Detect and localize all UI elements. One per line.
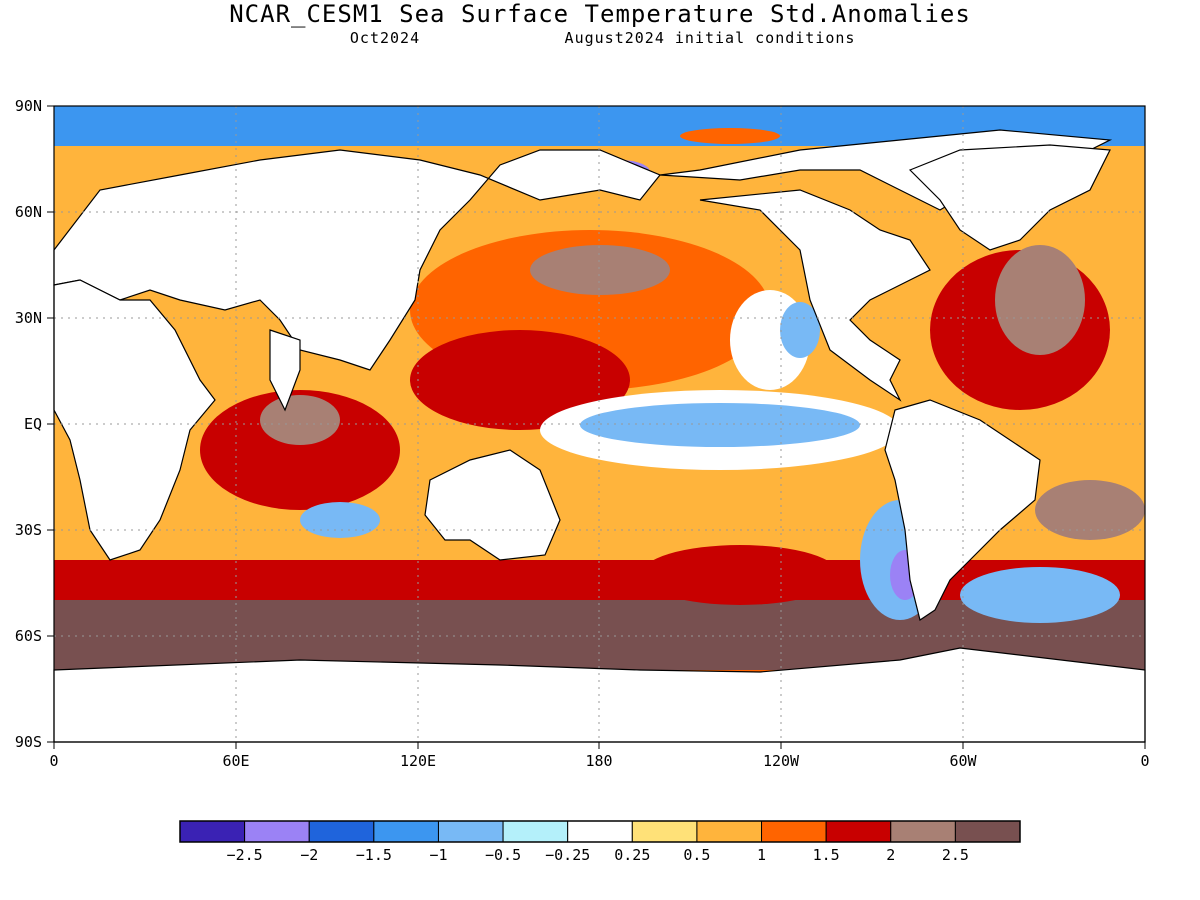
chart-title: NCAR_CESM1 Sea Surface Temperature Std.A… [229,0,971,28]
colorbar-tick-label: −0.25 [545,846,590,864]
colorbar-tick-label: 1.5 [813,846,840,864]
colorbar-swatch [373,820,439,843]
lat-label: 90S [15,733,42,751]
colorbar-frame [179,820,1021,843]
colorbar-swatch [308,820,375,843]
s-atlantic-warm [1035,480,1145,540]
w-pacific-hot [410,330,630,430]
lon-label: 120E [400,752,436,770]
n-atlantic-extreme [995,245,1085,355]
lon-label: 120W [763,752,800,770]
south-america-land [884,399,1041,621]
colorbar: −2.5 −2 −1.5 −1 −0.5 −0.25 0.25 0.5 1 1.5 2 2.5 [179,820,1021,864]
colorbar-labels: −2.5 −2 −1.5 −1 −0.5 −0.25 0.25 0.5 1 1.5 2 2.5 [227,846,969,864]
lon-label: 0 [1140,752,1149,770]
colorbar-swatch [890,820,956,843]
colorbar-swatch [437,820,504,843]
lon-label: 60W [949,752,977,770]
indian-warm [200,390,400,510]
colorbar-tick-label: −1.5 [356,846,392,864]
arctic-warm-patch [680,128,780,144]
valid-month-label: Oct2024 [349,29,421,47]
colorbar-tick-label: 2.5 [942,846,969,864]
lon-label: 180 [585,752,612,770]
lon-label: 0 [49,752,58,770]
colorbar-tick-label: 2 [886,846,895,864]
colorbar-tick-label: −2 [300,846,318,864]
colorbar-tick-label: 1 [757,846,766,864]
lat-label: EQ [24,415,42,433]
lon-label: 60E [222,752,249,770]
colorbar-swatch [502,820,569,843]
equatorial-cold-tongue [580,403,860,447]
lat-label: 30S [15,521,42,539]
colorbar-swatch [696,820,763,843]
greenland-land [908,144,1111,251]
colorbar-swatch [954,820,1021,843]
australia-land [424,449,561,561]
colorbar-tick-label: −2.5 [227,846,263,864]
lat-label: 60N [15,203,42,221]
colorbar-tick-label: 0.5 [683,846,710,864]
lat-labels: 90N 60N 30N EQ 30S 60S 90S [15,97,42,751]
colorbar-swatches [179,820,1021,843]
india-land [269,329,301,412]
axis-ticks [47,105,1146,749]
colorbar-tick-label: 0.25 [614,846,650,864]
lat-label: 30N [15,309,42,327]
map-grid [54,106,1145,742]
colorbar-swatch [825,820,892,843]
lon-labels: 0 60E 120E 180 120W 60W 0 [49,752,1149,770]
indian-extreme [260,395,340,445]
s-atlantic-cool [960,567,1120,623]
lat-label: 60S [15,627,42,645]
nw-pacific-extreme [530,245,670,295]
colorbar-tick-label: −1 [429,846,447,864]
lat-label: 90N [15,97,42,115]
s-indian-cool [300,502,380,538]
colorbar-swatch [631,820,698,843]
eurasia-land [53,149,661,371]
init-conditions-label: August2024 initial conditions [564,29,856,47]
california-cool [780,302,820,358]
s-pacific-warm [640,545,840,605]
colorbar-swatch [244,820,310,843]
colorbar-tick-label: −0.5 [485,846,521,864]
colorbar-swatch [761,820,827,843]
colorbar-swatch [567,820,633,843]
africa-land [53,279,216,561]
colorbar-swatch [179,820,246,843]
